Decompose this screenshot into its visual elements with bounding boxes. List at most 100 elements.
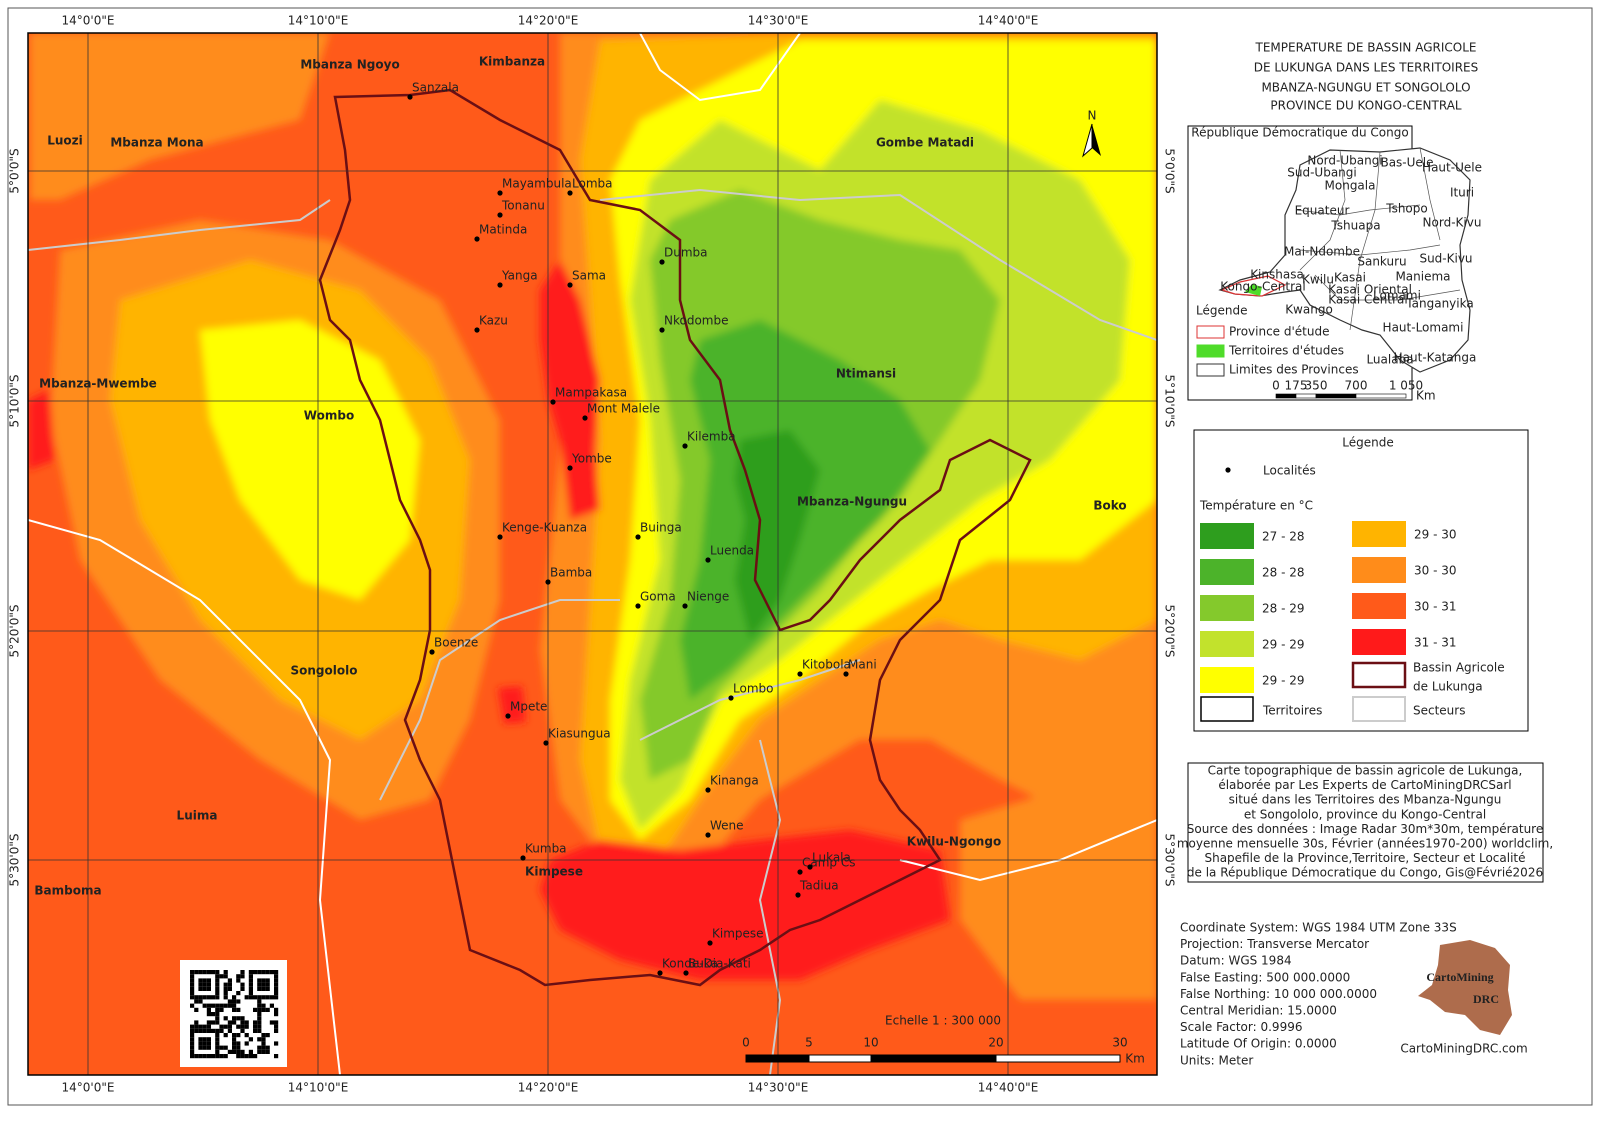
logo-map [1418, 940, 1512, 1035]
qr-module [206, 1024, 211, 1029]
qr-module [194, 999, 199, 1004]
legend-title: Légende [1342, 436, 1393, 450]
qr-module [244, 995, 249, 1000]
description-line: Shapefile de la Province,Territoire, Sec… [1204, 851, 1525, 865]
inset-scale-segment [1275, 393, 1297, 399]
qr-module [202, 1041, 207, 1046]
locality-label: Boenze [434, 636, 478, 650]
province-label: Kwango [1285, 303, 1333, 317]
graticule-label-left: 5°20'0"S [8, 605, 22, 658]
projection-line: Coordinate System: WGS 1984 UTM Zone 33S [1180, 921, 1457, 935]
territory-label: Luima [177, 809, 218, 823]
temperature-zone [960, 760, 1157, 1000]
province-boundary [1314, 274, 1461, 301]
scale-tick-label: 10 [863, 1036, 878, 1050]
qr-module [219, 1028, 224, 1033]
qr-module [248, 986, 253, 991]
territory-label: Mbanza Ngoyo [300, 58, 399, 72]
temperature-zone [498, 686, 526, 724]
qr-module [253, 1007, 258, 1012]
map-frame [27, 32, 1158, 1076]
qr-module [232, 1049, 237, 1054]
qr-module [206, 982, 211, 987]
locality-dot [497, 534, 503, 540]
projection-line: Datum: WGS 1984 [1180, 954, 1292, 968]
qr-module [202, 1028, 207, 1033]
graticule-label-bottom: 14°0'0"E [62, 1081, 115, 1095]
locality-label: Nkodombe [664, 314, 729, 328]
boundary-line [758, 739, 782, 1075]
qr-module [257, 1049, 262, 1054]
locality-label: Wene [710, 819, 744, 833]
locality-dot [705, 557, 711, 563]
qr-module [244, 1033, 249, 1038]
qr-module [190, 1037, 195, 1042]
description-line: et Songololo, province du Kongo-Central [1244, 807, 1486, 821]
qr-module [198, 999, 203, 1004]
qr-module [240, 1054, 245, 1059]
territory-label: Mbanza Mona [110, 136, 203, 150]
qr-module [261, 1049, 266, 1054]
graticule-label-top: 14°10'0"E [288, 14, 349, 28]
qr-module [223, 991, 228, 996]
qr-module [215, 978, 220, 983]
graticule-label-top: 14°0'0"E [62, 14, 115, 28]
qr-module [248, 974, 253, 979]
inset-legend-label: Limites des Provinces [1229, 363, 1359, 377]
qr-module [265, 995, 270, 1000]
qr-module [223, 1045, 228, 1050]
locality-label: Goma [640, 590, 676, 604]
qr-module [190, 1033, 195, 1038]
locality-dot [497, 190, 503, 196]
qr-module [211, 1054, 216, 1059]
qr-module [206, 1012, 211, 1017]
qr-module [190, 974, 195, 979]
qr-module [227, 1049, 232, 1054]
qr-module [257, 995, 262, 1000]
qr-module [219, 974, 224, 979]
locality-label: Kitobola [802, 658, 851, 672]
qr-module [202, 970, 207, 975]
province-label: Kinshasa [1250, 268, 1304, 282]
qr-module [215, 1003, 220, 1008]
locality-dot [543, 740, 549, 746]
qr-module [202, 986, 207, 991]
locality-dot [728, 695, 734, 701]
locality-label: Dumba [664, 246, 708, 260]
province-boundary [1299, 149, 1346, 271]
qr-module [211, 1012, 216, 1017]
province-label: Tshuapa [1330, 219, 1380, 233]
qr-module [232, 995, 237, 1000]
qr-module [223, 1016, 228, 1021]
qr-module [190, 1041, 195, 1046]
qr-module [257, 1020, 262, 1025]
scale-segment [808, 1054, 872, 1063]
locality-dot [797, 671, 803, 677]
qr-module [190, 1028, 195, 1033]
qr-module [240, 1028, 245, 1033]
locality-dot [635, 534, 641, 540]
graticule-label-bottom: 14°20'0"E [518, 1081, 579, 1095]
legend-sector-label: Secteurs [1413, 704, 1465, 718]
qr-module [261, 1045, 266, 1050]
qr-module [265, 1045, 270, 1050]
qr-module [202, 1045, 207, 1050]
temperature-zone [28, 390, 55, 470]
title-line: TEMPERATURE DE BASSIN AGRICOLE [1255, 41, 1477, 55]
inset-scale-label: 700 [1345, 379, 1368, 393]
locality-label: Mpete [510, 700, 547, 714]
qr-module [227, 1024, 232, 1029]
inset-legend-swatch [1196, 325, 1225, 339]
qr-module [244, 1054, 249, 1059]
qr-module [244, 1041, 249, 1046]
qr-module [274, 1007, 279, 1012]
locality-dot [843, 671, 849, 677]
qr-module [198, 978, 203, 983]
description-line: Carte topographique de bassin agricole d… [1208, 764, 1523, 778]
logo-name: CartoMining [1426, 970, 1493, 984]
scale-unit: Km [1125, 1052, 1145, 1066]
qr-module [257, 986, 262, 991]
projection-line: False Easting: 500 000.0000 [1180, 970, 1350, 984]
locality-label: Sanzala [412, 81, 459, 95]
locality-label: Yanga [501, 269, 538, 283]
